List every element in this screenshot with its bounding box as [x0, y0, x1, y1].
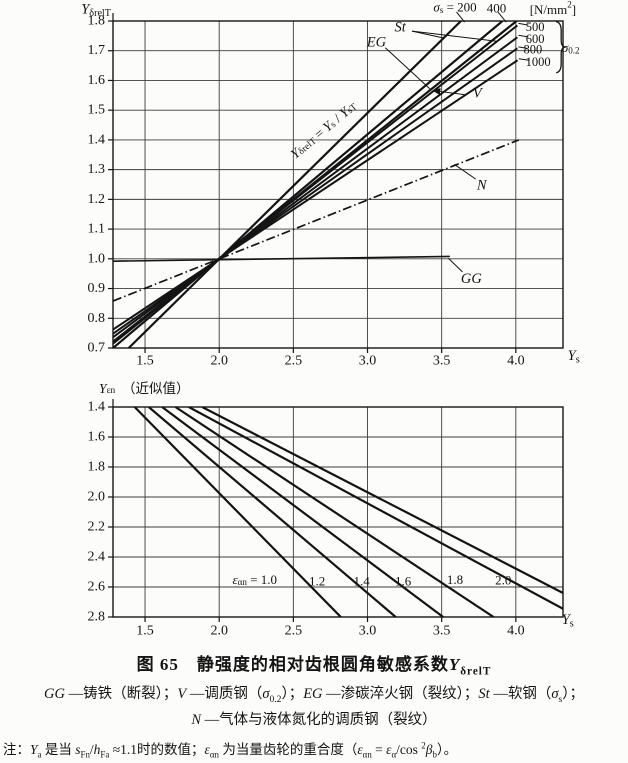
series-line-St-s=400: [113, 21, 504, 348]
figure-65-charts: 1.5 2.0 2.5 3.0 3.5 4.01.81.71.61.51.41.31.21…: [81, 0, 580, 639]
y-tick-label: 2.8: [88, 610, 106, 625]
y-tick-label: 1.2: [88, 192, 106, 207]
leader-line: [518, 22, 529, 26]
y-tick-label: 2.4: [88, 550, 106, 565]
annotation-label: 2.0: [495, 572, 511, 587]
y-tick-label: 0.9: [88, 281, 106, 296]
x-tick-label: 2.0: [210, 624, 228, 639]
annotation-label: 1.8: [447, 571, 463, 586]
y-tick-label: 2.0: [88, 490, 106, 505]
y-tick-label: 1.7: [88, 43, 106, 58]
y-tick-label: 1.6: [88, 73, 106, 88]
grouping-brace: [555, 20, 566, 74]
annotation-label: EG: [366, 34, 387, 50]
series-line-N: [113, 139, 520, 302]
annotation-label: 400: [487, 0, 507, 15]
x-tick-label: 3.0: [359, 354, 377, 369]
x-tick-label: 2.5: [285, 624, 303, 639]
figure-caption: 图 65 静强度的相对齿根圆角敏感系数YδrelT: [136, 655, 492, 678]
annotation-label: 500: [526, 20, 545, 34]
series-group: [113, 21, 520, 348]
y-tick-label: 1.8: [88, 14, 106, 29]
annotation-label: Ys: [568, 348, 580, 365]
annotation-label: Yεn （近似值）: [99, 380, 189, 396]
x-tick-label: 1.5: [136, 624, 154, 639]
annotation-label: V: [473, 86, 484, 102]
series-line--n=1.4: [161, 407, 444, 617]
series-line--n=1.6: [174, 407, 495, 617]
annotation-label: 1000: [526, 55, 551, 69]
series-line-V-0.2=500: [113, 24, 518, 343]
y-tick-label: 0.7: [88, 341, 106, 356]
annotation-label: YδrelT: [81, 2, 112, 19]
figure-note: 注：Ya 是当 sFn/hFa ≈1.1时的数值；εαn 为当量齿轮的重合度（ε…: [3, 740, 458, 760]
leader-line: [518, 46, 528, 49]
x-tick-label: 3.5: [433, 354, 451, 369]
series-line-St-s=200: [127, 21, 462, 348]
chart-contact-ratio: 1.5 2.0 2.5 3.0 3.5 4.0 1.4 1.6 1.8 2.0 2.2 2.4 2.6 2…: [88, 380, 574, 638]
y-tick-label: 1.0: [88, 251, 106, 266]
annotation-label: St: [395, 20, 407, 36]
leader-line: [497, 11, 507, 23]
figure-legend-line2: N —气体与液体氮化的调质钢（裂纹）: [191, 712, 437, 728]
annotation-label: 1.6: [395, 573, 412, 588]
leader-line: [453, 163, 477, 180]
series-line--n=1.2: [148, 407, 397, 617]
chart-sensitivity: 1.5 2.0 2.5 3.0 3.5 4.0 1.8 1.7 1.6 1.5 1.4 1.3 1.2 1…: [81, 0, 580, 369]
annotation-label: 600: [526, 32, 545, 46]
leader-line: [456, 11, 466, 23]
series-group: [133, 407, 563, 617]
annotation-label: Ys: [562, 612, 574, 629]
leader-line: [411, 30, 445, 39]
annotation-label: σ0.2: [562, 40, 580, 56]
annotation-label: 800: [524, 43, 543, 57]
x-tick-label: 2.0: [210, 354, 228, 369]
leader-line: [448, 257, 463, 273]
leader-line: [432, 88, 466, 96]
leader-line: [384, 47, 431, 90]
leader-line: [518, 58, 530, 61]
annotation-label: 1.4: [353, 573, 370, 588]
series-line-V-0.2=1000: [113, 59, 519, 331]
series-line-GG: [113, 255, 450, 262]
y-tick-label: 0.8: [88, 311, 106, 326]
annotation-label: YδrelT = Ys / YsT: [287, 98, 359, 162]
leader-line: [518, 34, 529, 38]
annotation-label: σs = 200: [433, 0, 476, 15]
y-tick-label: 1.8: [88, 460, 106, 475]
plot-border: [112, 20, 564, 349]
x-tick-label: 3.5: [433, 624, 451, 639]
series-line-V-0.2=800: [113, 47, 518, 335]
y-tick-label: 1.6: [88, 430, 106, 445]
series-line-V-0.2=600: [113, 36, 518, 339]
x-tick-label: 2.5: [285, 354, 303, 369]
y-tick-label: 1.3: [88, 162, 106, 177]
x-tick-label: 1.5: [136, 354, 154, 369]
x-tick-label: 4.0: [507, 624, 525, 639]
series-line--n=1.8: [188, 407, 563, 610]
series-line--n=2.0: [201, 407, 563, 594]
annotation-label: GG: [461, 271, 482, 287]
figure-legend-line1: GG —铸铁（断裂）；V —调质钢（σ0.2）；EG —渗碳淬火钢（裂纹）；St…: [44, 686, 584, 705]
plot-border: [112, 406, 564, 618]
leader-line: [411, 30, 497, 42]
x-tick-label: 3.0: [359, 624, 377, 639]
series-line--n=1.0: [133, 407, 342, 617]
annotation-label: εαn = 1.0: [233, 571, 278, 587]
y-tick-label: 1.4: [88, 132, 106, 147]
y-tick-label: 2.6: [88, 580, 106, 595]
x-tick-label: 4.0: [507, 354, 525, 369]
y-tick-label: 1.1: [88, 222, 106, 237]
y-tick-label: 1.5: [88, 103, 106, 118]
y-tick-label: 2.2: [88, 520, 106, 535]
annotation-label: [N/mm2]: [530, 0, 576, 17]
y-tick-label: 1.4: [88, 400, 106, 415]
annotation-label: N: [476, 178, 488, 194]
annotation-label: 1.2: [309, 573, 325, 588]
